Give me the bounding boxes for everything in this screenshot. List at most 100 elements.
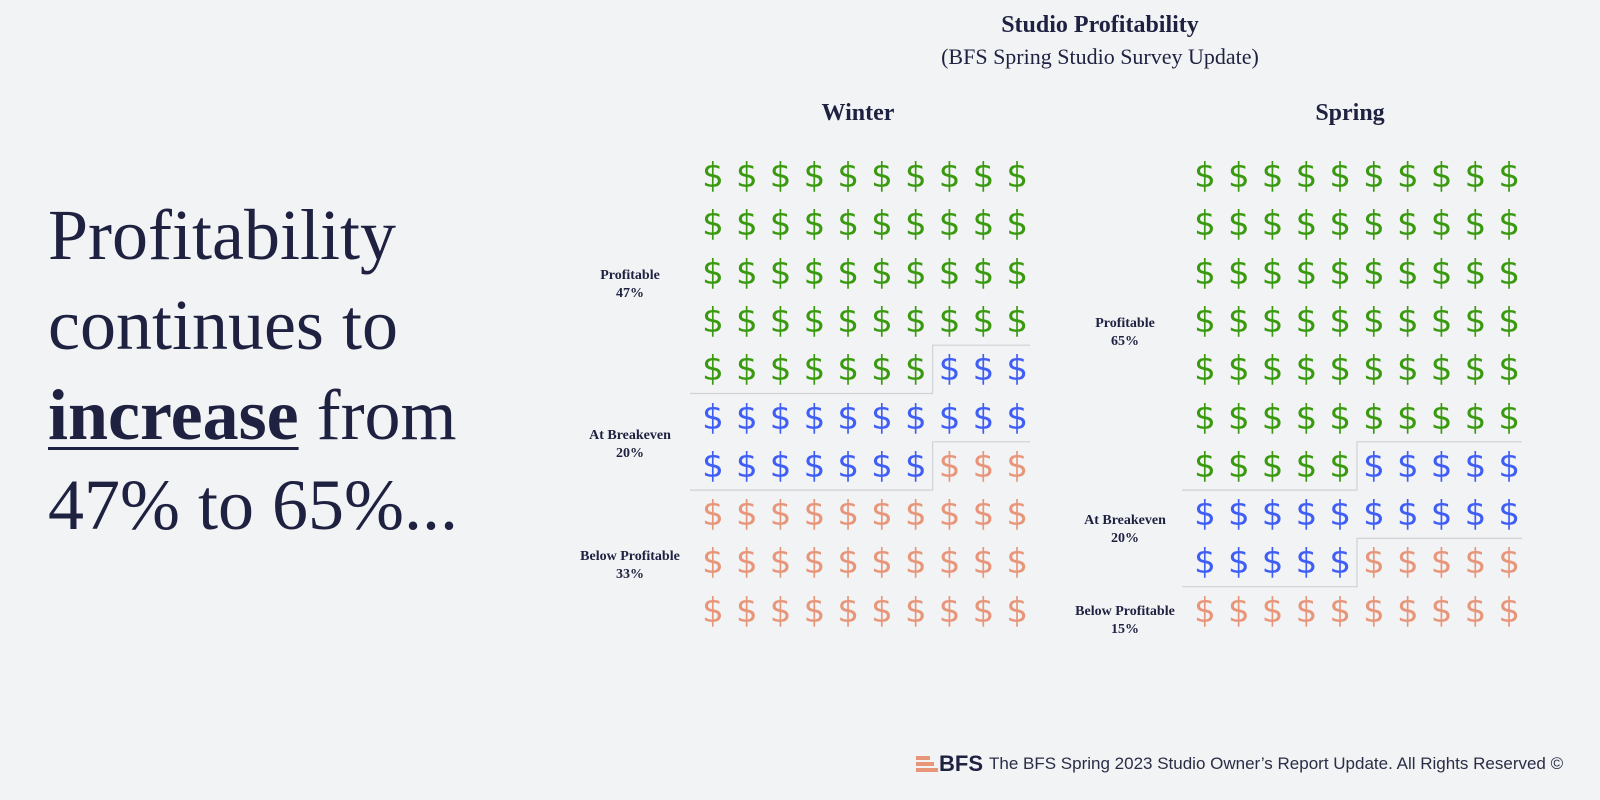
dollar-icon-profitable: $: [1396, 349, 1419, 390]
dollar-icon-below-profitable: $: [1329, 590, 1351, 631]
dollar-icon-at-breakeven: $: [1329, 542, 1351, 583]
dollar-icon-at-breakeven: $: [837, 445, 859, 486]
dollar-icon-at-breakeven: $: [1261, 494, 1284, 535]
dollar-icon-at-breakeven: $: [1396, 494, 1419, 535]
dollar-icon-below-profitable: $: [1430, 590, 1453, 631]
dollar-icon-at-breakeven: $: [1261, 542, 1284, 583]
group-separator: [1182, 537, 1522, 588]
dollar-icon-profitable: $: [1430, 252, 1453, 293]
dollar-icon-at-breakeven: $: [1006, 397, 1028, 438]
dollar-icon-below-profitable: $: [938, 590, 961, 631]
dollar-icon-profitable: $: [769, 349, 792, 390]
dollar-icon-below-profitable: $: [1396, 542, 1419, 583]
dollar-icon-at-breakeven: $: [1363, 494, 1385, 535]
dollar-icon-below-profitable: $: [735, 590, 758, 631]
dollar-icon-profitable: $: [1295, 445, 1318, 486]
dollar-icon-at-breakeven: $: [1194, 494, 1216, 535]
dollar-icon-profitable: $: [904, 300, 927, 341]
dollar-icon-profitable: $: [1498, 300, 1520, 341]
dollar-icon-profitable: $: [803, 156, 826, 196]
dollar-icon-at-breakeven: $: [1295, 494, 1318, 535]
dollar-icon-profitable: $: [1396, 397, 1419, 438]
dollar-icon-profitable: $: [1329, 349, 1351, 390]
dollar-icon-at-breakeven: $: [1329, 494, 1351, 535]
dollar-icon-profitable: $: [803, 252, 826, 293]
dollar-icon-below-profitable: $: [1006, 590, 1028, 631]
dollar-icon-profitable: $: [1295, 156, 1318, 196]
dollar-icon-profitable: $: [1295, 397, 1318, 438]
dollar-icon-profitable: $: [904, 204, 927, 245]
dollar-icon-below-profitable: $: [938, 445, 961, 486]
dollar-icon-profitable: $: [837, 300, 859, 341]
dollar-icon-below-profitable: $: [871, 494, 893, 535]
dollar-icon-below-profitable: $: [1006, 445, 1028, 486]
dollar-icon-below-profitable: $: [1430, 542, 1453, 583]
dollar-icon-below-profitable: $: [702, 590, 724, 631]
dollar-icon-below-profitable: $: [972, 542, 995, 583]
dollar-icon-profitable: $: [1227, 445, 1250, 486]
dollar-icon-at-breakeven: $: [1430, 445, 1453, 486]
group-separator: [690, 441, 1030, 491]
dollar-icon-below-profitable: $: [1194, 590, 1216, 631]
dollar-icon-below-profitable: $: [1498, 542, 1520, 583]
dollar-icon-profitable: $: [1194, 156, 1216, 196]
dollar-icon-profitable: $: [1295, 349, 1318, 390]
dollar-icon-at-breakeven: $: [702, 445, 724, 486]
waffle-spring: $ $ $ $ $ $ $ $ $ $ $ $ $ $ $ $ $ $ $ $ $ $ $ $ $ $ $ $ $ $ $ $ $ $ $ $ $ $ $ $…: [1182, 152, 1522, 635]
dollar-icon-profitable: $: [1295, 300, 1318, 341]
dollar-icon-at-breakeven: $: [904, 397, 927, 438]
dollar-icon-profitable: $: [1363, 349, 1385, 390]
dollar-icon-profitable: $: [1396, 156, 1419, 196]
dollar-icon-profitable: $: [938, 204, 961, 245]
dollar-icon-profitable: $: [803, 300, 826, 341]
dollar-icon-at-breakeven: $: [735, 445, 758, 486]
dollar-icon-profitable: $: [803, 349, 826, 390]
dollar-icon-at-breakeven: $: [1498, 494, 1520, 535]
dollar-icon-profitable: $: [803, 204, 826, 245]
dollar-icon-profitable: $: [1194, 397, 1216, 438]
waffle-winter: $ $ $ $ $ $ $ $ $ $ $ $ $ $ $ $ $ $ $ $ $ $ $ $ $ $ $ $ $ $ $ $ $ $ $ $ $ $ $ $…: [690, 152, 1030, 635]
dollar-icon-profitable: $: [1430, 300, 1453, 341]
dollar-icon-below-profitable: $: [1227, 590, 1250, 631]
dollar-icon-below-profitable: $: [735, 494, 758, 535]
dollar-icon-below-profitable: $: [803, 542, 826, 583]
dollar-icon-below-profitable: $: [871, 542, 893, 583]
dollar-icon-profitable: $: [1329, 252, 1351, 293]
dollar-icon-profitable: $: [1261, 349, 1284, 390]
dollar-icon-profitable: $: [1430, 349, 1453, 390]
dollar-icon-at-breakeven: $: [1396, 445, 1419, 486]
dollar-icon-profitable: $: [1430, 397, 1453, 438]
dollar-icon-profitable: $: [1194, 204, 1216, 245]
bfs-logo: BFS: [916, 751, 983, 777]
dollar-icon-profitable: $: [871, 349, 893, 390]
footer: BFS The BFS Spring 2023 Studio Owner’s R…: [916, 751, 1563, 777]
dollar-icon-at-breakeven: $: [1006, 349, 1028, 390]
dollar-icon-profitable: $: [1227, 204, 1250, 245]
dollar-icon-profitable: $: [904, 156, 927, 196]
dollar-icon-profitable: $: [735, 156, 758, 196]
dollar-icon-at-breakeven: $: [1464, 494, 1487, 535]
dollar-icon-profitable: $: [1194, 300, 1216, 341]
dollar-icon-profitable: $: [1329, 156, 1351, 196]
dollar-icon-profitable: $: [1363, 252, 1385, 293]
dollar-icon-below-profitable: $: [1261, 590, 1284, 631]
dollar-icon-below-profitable: $: [803, 494, 826, 535]
chart-title: Studio Profitability: [1001, 12, 1199, 38]
group-separator: [1182, 441, 1522, 491]
dollar-icon-profitable: $: [735, 204, 758, 245]
dollar-icon-profitable: $: [1396, 204, 1419, 245]
dollar-icon-profitable: $: [1006, 252, 1028, 293]
headline-text-end: from 47% to 65%...: [48, 375, 458, 545]
dollar-icon-profitable: $: [871, 300, 893, 341]
dollar-icon-profitable: $: [904, 252, 927, 293]
dollar-icon-below-profitable: $: [702, 542, 724, 583]
dollar-icon-at-breakeven: $: [1194, 542, 1216, 583]
label-spring-breakeven: At Breakeven 20%: [1084, 513, 1166, 546]
dollar-icon-profitable: $: [837, 252, 859, 293]
dollar-icon-below-profitable: $: [769, 590, 792, 631]
dollar-icon-profitable: $: [1227, 349, 1250, 390]
dollar-icon-below-profitable: $: [837, 542, 859, 583]
dollar-icon-at-breakeven: $: [1430, 494, 1453, 535]
dollar-icon-at-breakeven: $: [1227, 542, 1250, 583]
chart-subtitle: (BFS Spring Studio Survey Update): [941, 44, 1259, 69]
